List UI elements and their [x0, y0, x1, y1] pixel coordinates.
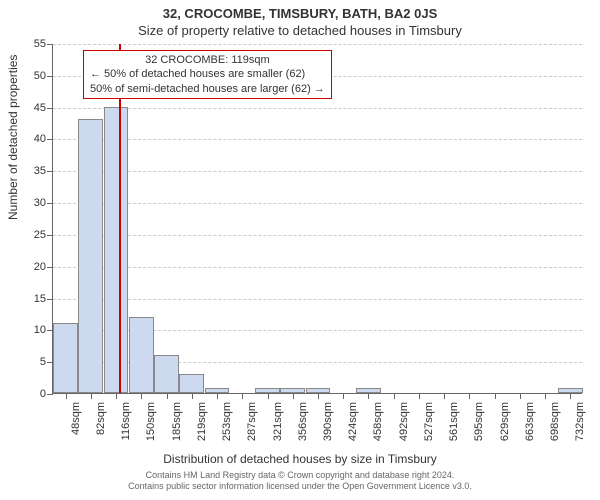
- x-tick: [91, 393, 92, 399]
- x-tick: [66, 393, 67, 399]
- x-tick-label: 629sqm: [499, 402, 511, 441]
- y-tick: [47, 267, 53, 268]
- y-tick-label: 55: [16, 38, 46, 50]
- x-tick-label: 424sqm: [347, 402, 359, 441]
- x-tick-label: 492sqm: [398, 402, 410, 441]
- footer-line-2: Contains public sector information licen…: [0, 481, 600, 492]
- y-tick: [47, 139, 53, 140]
- y-tick-label: 35: [16, 165, 46, 177]
- histogram-bar: [104, 107, 129, 393]
- y-tick: [47, 171, 53, 172]
- x-tick: [217, 393, 218, 399]
- grid-line: [53, 139, 582, 140]
- y-tick-label: 45: [16, 102, 46, 114]
- x-tick: [495, 393, 496, 399]
- y-tick-label: 5: [16, 356, 46, 368]
- y-tick: [47, 299, 53, 300]
- x-tick-label: 663sqm: [524, 402, 536, 441]
- x-tick-label: 321sqm: [272, 402, 284, 441]
- y-tick-label: 15: [16, 293, 46, 305]
- x-tick: [268, 393, 269, 399]
- y-tick-label: 20: [16, 261, 46, 273]
- grid-line: [53, 235, 582, 236]
- grid-line: [53, 299, 582, 300]
- y-tick-label: 40: [16, 133, 46, 145]
- x-tick-label: 219sqm: [196, 402, 208, 441]
- x-tick: [419, 393, 420, 399]
- footer-attribution: Contains HM Land Registry data © Crown c…: [0, 470, 600, 492]
- plot-area: 051015202530354045505548sqm82sqm116sqm15…: [52, 44, 582, 394]
- chart-title-main: 32, CROCOMBE, TIMSBURY, BATH, BA2 0JS: [0, 0, 600, 21]
- x-tick-label: 732sqm: [574, 402, 586, 441]
- y-tick: [47, 108, 53, 109]
- y-tick: [47, 44, 53, 45]
- x-tick: [520, 393, 521, 399]
- annotation-box: 32 CROCOMBE: 119sqm← 50% of detached hou…: [83, 50, 332, 99]
- x-tick-label: 527sqm: [423, 402, 435, 441]
- x-tick: [444, 393, 445, 399]
- x-tick: [167, 393, 168, 399]
- y-tick-label: 30: [16, 197, 46, 209]
- y-tick: [47, 76, 53, 77]
- x-tick: [368, 393, 369, 399]
- y-tick: [47, 235, 53, 236]
- chart-area: 051015202530354045505548sqm82sqm116sqm15…: [52, 44, 582, 394]
- x-tick: [570, 393, 571, 399]
- histogram-bar: [78, 119, 103, 393]
- x-tick-label: 185sqm: [171, 402, 183, 441]
- annotation-line: 32 CROCOMBE: 119sqm: [90, 53, 325, 67]
- x-tick: [192, 393, 193, 399]
- x-tick-label: 390sqm: [322, 402, 334, 441]
- footer-line-1: Contains HM Land Registry data © Crown c…: [0, 470, 600, 481]
- y-tick-label: 50: [16, 70, 46, 82]
- chart-title-sub: Size of property relative to detached ho…: [0, 21, 600, 40]
- y-tick-label: 0: [16, 388, 46, 400]
- grid-line: [53, 203, 582, 204]
- grid-line: [53, 108, 582, 109]
- x-tick: [242, 393, 243, 399]
- x-tick: [394, 393, 395, 399]
- grid-line: [53, 267, 582, 268]
- y-tick-label: 10: [16, 324, 46, 336]
- x-tick-label: 356sqm: [297, 402, 309, 441]
- x-tick: [318, 393, 319, 399]
- histogram-bar: [53, 323, 78, 393]
- y-tick: [47, 394, 53, 395]
- histogram-bar: [179, 374, 204, 393]
- x-tick-label: 698sqm: [549, 402, 561, 441]
- x-tick-label: 458sqm: [372, 402, 384, 441]
- x-tick: [545, 393, 546, 399]
- x-tick-label: 48sqm: [70, 402, 82, 435]
- x-tick: [116, 393, 117, 399]
- grid-line: [53, 171, 582, 172]
- y-tick: [47, 203, 53, 204]
- y-tick: [47, 362, 53, 363]
- x-axis-title: Distribution of detached houses by size …: [0, 452, 600, 466]
- x-tick: [293, 393, 294, 399]
- x-tick: [343, 393, 344, 399]
- x-tick-label: 82sqm: [95, 402, 107, 435]
- x-tick-label: 561sqm: [448, 402, 460, 441]
- y-tick-label: 25: [16, 229, 46, 241]
- x-tick-label: 150sqm: [145, 402, 157, 441]
- x-tick-label: 595sqm: [473, 402, 485, 441]
- x-tick: [141, 393, 142, 399]
- histogram-bar: [129, 317, 154, 393]
- grid-line: [53, 44, 582, 45]
- annotation-line: 50% of semi-detached houses are larger (…: [90, 82, 325, 96]
- x-tick-label: 253sqm: [221, 402, 233, 441]
- x-tick: [469, 393, 470, 399]
- x-tick-label: 287sqm: [246, 402, 258, 441]
- x-tick-label: 116sqm: [120, 402, 132, 440]
- histogram-bar: [154, 355, 179, 393]
- y-tick: [47, 330, 53, 331]
- annotation-line: ← 50% of detached houses are smaller (62…: [90, 67, 325, 81]
